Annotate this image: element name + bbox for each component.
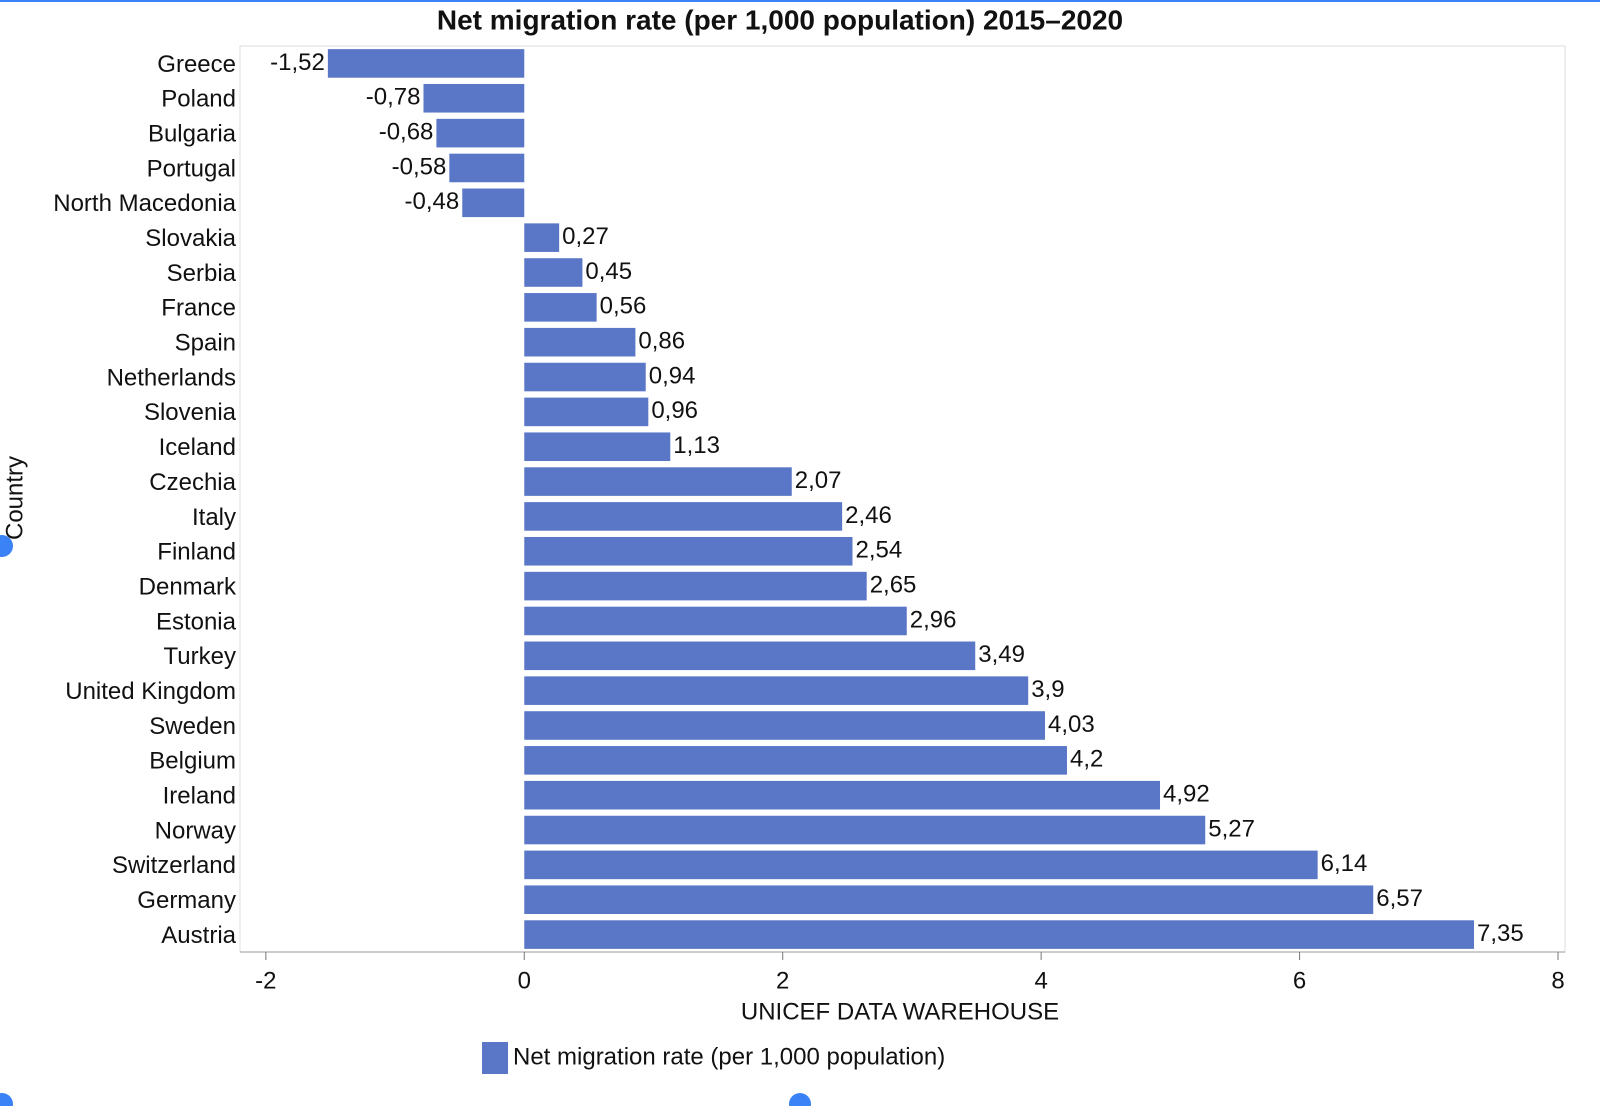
legend-label: Net migration rate (per 1,000 population… <box>513 1043 945 1070</box>
y-tick-label: Slovakia <box>145 225 236 252</box>
bar <box>462 188 525 218</box>
y-tick-label: Finland <box>157 539 236 566</box>
bar <box>524 850 1318 880</box>
value-label: 4,92 <box>1163 781 1210 808</box>
bar <box>327 49 525 78</box>
value-label: -0,58 <box>392 153 447 180</box>
x-tick-label: -2 <box>255 967 276 994</box>
y-tick-label: Netherlands <box>107 364 236 391</box>
bar <box>524 327 636 357</box>
value-label: 0,27 <box>562 223 609 250</box>
value-label: 6,57 <box>1376 885 1423 912</box>
x-tick-label: 6 <box>1293 967 1306 994</box>
y-tick-label: Poland <box>161 86 236 113</box>
bar <box>436 118 525 148</box>
bar <box>524 536 853 566</box>
bar <box>524 641 976 671</box>
y-tick-label: Iceland <box>159 434 236 461</box>
y-tick-label: Estonia <box>156 608 237 635</box>
y-tick-label: Serbia <box>167 260 237 287</box>
y-tick-label: Belgium <box>149 748 236 775</box>
y-tick-label: Greece <box>157 51 236 78</box>
y-tick-label: Turkey <box>164 643 236 670</box>
value-label: 6,14 <box>1321 850 1368 877</box>
value-label: 0,94 <box>649 362 696 389</box>
value-label: 5,27 <box>1208 815 1255 842</box>
bar <box>524 362 646 392</box>
bar <box>524 815 1206 845</box>
y-tick-label: Portugal <box>147 155 236 182</box>
y-tick-label: North Macedonia <box>53 190 236 217</box>
x-tick-label: 4 <box>1034 967 1047 994</box>
y-tick-label: Czechia <box>149 469 236 496</box>
y-tick-label: Denmark <box>139 573 237 600</box>
y-tick-label: France <box>161 295 236 322</box>
y-tick-label: Spain <box>175 330 236 357</box>
y-tick-label: Sweden <box>149 713 236 740</box>
y-tick-label: Bulgaria <box>148 120 237 147</box>
value-label: 7,35 <box>1477 920 1524 947</box>
value-label: -0,68 <box>379 118 434 145</box>
x-tick-label: 8 <box>1551 967 1564 994</box>
bar <box>524 571 867 601</box>
bar <box>449 153 525 183</box>
bar <box>524 223 560 252</box>
value-label: 4,03 <box>1048 711 1095 738</box>
x-axis-title: UNICEF DATA WAREHOUSE <box>741 998 1059 1025</box>
value-label: 0,45 <box>585 258 632 285</box>
value-label: 4,2 <box>1070 746 1103 773</box>
bar <box>524 502 843 531</box>
x-tick-label: 0 <box>518 967 531 994</box>
handle[interactable] <box>0 535 13 557</box>
y-tick-label: Slovenia <box>144 399 237 426</box>
y-axis-title: Country <box>1 456 28 540</box>
handle[interactable] <box>0 1093 13 1106</box>
bar <box>524 397 649 427</box>
chart-title: Net migration rate (per 1,000 population… <box>437 4 1123 35</box>
bar <box>524 258 583 287</box>
bar <box>524 432 671 462</box>
bar <box>423 83 525 113</box>
value-label: 3,49 <box>978 641 1025 668</box>
value-label: 0,56 <box>600 293 647 320</box>
x-tick-label: 2 <box>776 967 789 994</box>
bar <box>524 920 1475 949</box>
value-label: 3,9 <box>1031 676 1064 703</box>
value-label: 0,96 <box>651 397 698 424</box>
value-label: 0,86 <box>638 328 685 355</box>
y-tick-label: Switzerland <box>112 852 236 879</box>
bar <box>524 780 1161 810</box>
value-label: -1,52 <box>270 49 325 76</box>
value-label: -0,78 <box>366 84 421 111</box>
bar <box>524 606 907 636</box>
value-label: 2,46 <box>845 502 892 529</box>
handle[interactable] <box>789 1093 811 1106</box>
y-tick-label: Norway <box>155 817 236 844</box>
bar <box>524 467 792 496</box>
y-tick-label: Austria <box>161 922 236 949</box>
value-label: 2,96 <box>910 606 957 633</box>
y-tick-label: Italy <box>192 504 236 531</box>
y-tick-label: Germany <box>137 887 236 914</box>
legend-swatch <box>482 1042 508 1074</box>
bar <box>524 676 1029 705</box>
value-label: 1,13 <box>673 432 720 459</box>
y-tick-label: United Kingdom <box>65 678 236 705</box>
bar <box>524 293 597 322</box>
value-label: -0,48 <box>405 188 460 215</box>
bar <box>524 711 1046 740</box>
value-label: 2,07 <box>795 467 842 494</box>
y-tick-label: Ireland <box>163 783 236 810</box>
bar <box>524 885 1374 915</box>
value-label: 2,54 <box>855 537 902 564</box>
bar <box>524 746 1067 775</box>
value-label: 2,65 <box>870 571 917 598</box>
